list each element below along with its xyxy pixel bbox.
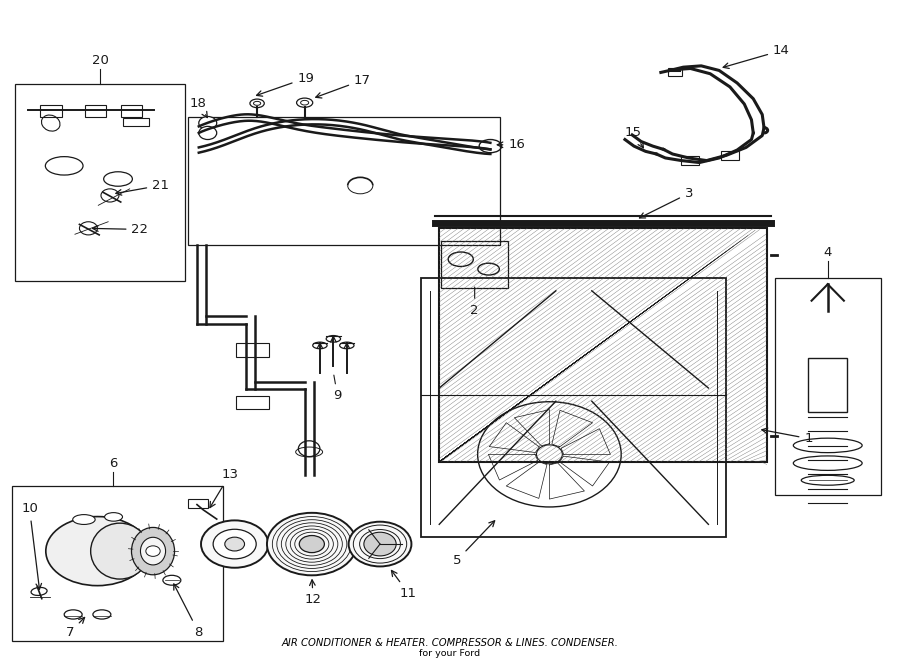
Ellipse shape	[73, 515, 95, 524]
Text: 12: 12	[304, 580, 321, 606]
Ellipse shape	[64, 610, 82, 619]
Ellipse shape	[300, 535, 324, 553]
Ellipse shape	[140, 537, 166, 565]
Text: 4: 4	[824, 247, 832, 259]
Circle shape	[364, 532, 396, 556]
Bar	[775, 278, 881, 494]
Bar	[441, 241, 508, 288]
Circle shape	[101, 189, 119, 202]
Bar	[122, 118, 149, 126]
Ellipse shape	[326, 336, 340, 342]
Text: 22: 22	[93, 223, 148, 236]
Circle shape	[199, 126, 217, 139]
Ellipse shape	[225, 537, 245, 551]
Ellipse shape	[163, 575, 181, 585]
Bar	[40, 104, 61, 116]
Bar	[681, 156, 699, 165]
Text: 16: 16	[497, 138, 526, 151]
Text: 18: 18	[190, 97, 207, 118]
Text: 19: 19	[256, 71, 314, 97]
Bar	[14, 83, 185, 281]
Text: 10: 10	[21, 502, 41, 589]
Bar	[121, 104, 142, 116]
Ellipse shape	[131, 527, 175, 575]
Text: for your Ford: for your Ford	[419, 649, 481, 658]
Text: 14: 14	[724, 44, 790, 69]
Ellipse shape	[46, 517, 149, 586]
Text: 11: 11	[392, 570, 417, 600]
Ellipse shape	[91, 523, 149, 579]
Text: 3: 3	[640, 187, 693, 218]
Ellipse shape	[339, 342, 354, 349]
Text: 13: 13	[210, 468, 239, 508]
Text: 6: 6	[109, 457, 118, 470]
Bar	[439, 228, 767, 462]
Ellipse shape	[250, 99, 265, 108]
Ellipse shape	[213, 529, 256, 559]
Text: 5: 5	[453, 521, 495, 566]
Circle shape	[79, 221, 97, 235]
Bar	[721, 151, 739, 160]
Text: 9: 9	[333, 375, 342, 403]
Bar	[237, 344, 269, 356]
Ellipse shape	[93, 610, 111, 619]
Text: 8: 8	[174, 584, 203, 639]
Bar	[188, 498, 208, 508]
Circle shape	[199, 116, 217, 130]
Bar	[808, 358, 848, 412]
Ellipse shape	[297, 98, 312, 107]
Text: 20: 20	[92, 54, 109, 67]
Text: AIR CONDITIONER & HEATER. COMPRESSOR & LINES. CONDENSER.: AIR CONDITIONER & HEATER. COMPRESSOR & L…	[282, 638, 618, 648]
Text: 2: 2	[471, 287, 479, 317]
Text: 7: 7	[66, 617, 85, 639]
Text: 17: 17	[316, 73, 371, 98]
Circle shape	[299, 441, 320, 457]
Ellipse shape	[104, 513, 122, 521]
Bar	[188, 116, 500, 245]
Text: 21: 21	[116, 179, 169, 195]
Bar	[668, 68, 682, 76]
Ellipse shape	[201, 520, 268, 568]
Bar	[13, 486, 223, 641]
Ellipse shape	[267, 513, 356, 575]
Text: 1: 1	[762, 428, 813, 445]
Ellipse shape	[348, 522, 411, 566]
Ellipse shape	[312, 342, 327, 349]
Bar	[85, 104, 106, 116]
Text: 15: 15	[625, 126, 643, 148]
Bar	[421, 278, 726, 537]
Circle shape	[146, 546, 160, 557]
Bar	[237, 396, 269, 409]
Ellipse shape	[32, 588, 47, 596]
